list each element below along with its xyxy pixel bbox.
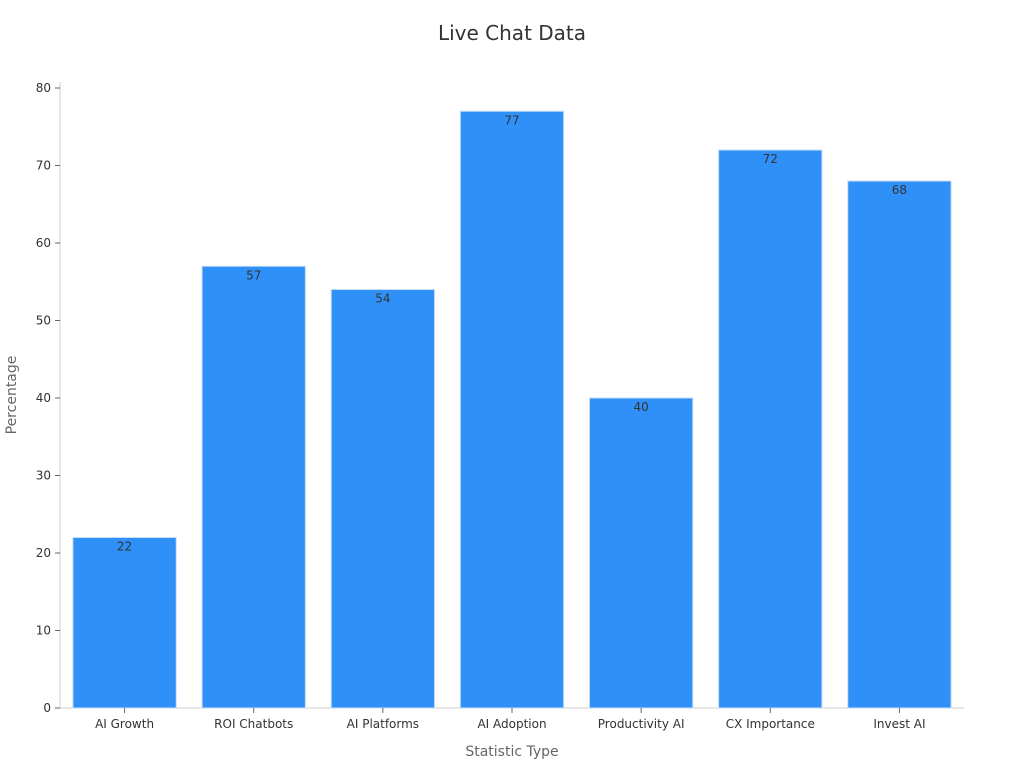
x-tick-label: CX Importance (726, 717, 815, 731)
chart-title: Live Chat Data (438, 21, 586, 45)
x-tick-label: AI Adoption (477, 717, 546, 731)
bar[interactable] (847, 180, 952, 709)
x-tick-label: Invest AI (873, 717, 925, 731)
bar-value-label: 57 (246, 268, 261, 282)
bar[interactable] (588, 397, 694, 709)
y-tick-label: 20 (36, 546, 51, 560)
bar[interactable] (72, 537, 177, 709)
y-axis-ticks: 0 10 20 30 40 50 60 70 80 (36, 81, 60, 715)
y-tick-label: 30 (36, 469, 51, 483)
bar-value-label: 68 (892, 183, 907, 197)
bars-group: 22 57 54 77 40 72 68 (72, 110, 952, 709)
y-tick-label: 10 (36, 624, 51, 638)
y-tick-label: 0 (43, 701, 51, 715)
y-tick-label: 40 (36, 391, 51, 405)
y-tick-label: 80 (36, 81, 51, 95)
bar[interactable] (330, 289, 436, 709)
bar-value-label: 54 (375, 292, 390, 306)
bar-value-label: 72 (763, 152, 778, 166)
y-axis-title: Percentage (4, 356, 20, 435)
bar-value-label: 22 (117, 540, 132, 554)
x-tick-label: AI Platforms (347, 717, 419, 731)
bar[interactable] (718, 149, 823, 709)
x-tick-label: AI Growth (95, 717, 154, 731)
x-axis-ticks: AI Growth ROI Chatbots AI Platforms AI Adop… (95, 708, 926, 731)
x-axis-title: Statistic Type (465, 744, 558, 760)
x-tick-label: ROI Chatbots (214, 717, 293, 731)
y-tick-label: 50 (36, 314, 51, 328)
y-tick-label: 60 (36, 236, 51, 250)
x-tick-label: Productivity AI (598, 717, 685, 731)
bar[interactable] (459, 110, 565, 709)
bar-value-label: 40 (634, 400, 649, 414)
y-tick-label: 70 (36, 159, 51, 173)
bar-value-label: 77 (504, 113, 519, 127)
bar[interactable] (201, 265, 306, 709)
